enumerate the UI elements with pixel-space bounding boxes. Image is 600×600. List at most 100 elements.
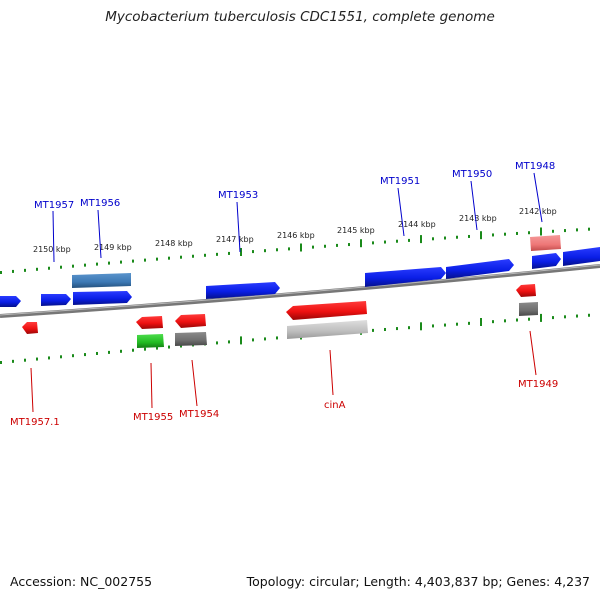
minor-tick [72,264,74,268]
minor-tick [384,327,386,331]
minor-tick [528,317,530,321]
minor-tick [348,243,350,247]
minor-tick [96,351,98,355]
minor-tick [12,359,14,363]
leader-line-reverse [529,330,537,376]
minor-tick [456,235,458,239]
gene-arrow-mt1955[interactable] [136,316,163,329]
gene-arrow-mt1957-1[interactable] [22,322,38,334]
scale-label: 2142 kbp [519,207,557,216]
minor-tick [168,256,170,260]
minor-tick [276,248,278,252]
minor-tick [216,252,218,256]
minor-tick [180,344,182,348]
gene-label-mt1948[interactable]: MT1948 [515,161,555,172]
scale-label: 2143 kbp [459,214,497,223]
gene-feature-mt1949[interactable] [519,302,538,316]
major-tick [420,235,422,244]
gene-arrow-mt1954[interactable] [175,314,206,328]
minor-tick [516,231,518,235]
gene-arrow-mt1948[interactable] [563,247,600,266]
minor-tick [144,258,146,262]
scale-label: 2145 kbp [337,226,375,235]
gene-label-mt1957[interactable]: MT1957 [34,200,74,211]
gene-arrow-mt1953[interactable] [206,282,280,299]
minor-tick [468,321,470,325]
minor-tick [432,324,434,328]
gene-label-mt1955[interactable]: MT1955 [133,412,173,423]
reverse-genes [22,284,538,348]
minor-tick [444,323,446,327]
minor-tick [144,347,146,351]
leader-line-forward [397,187,405,237]
scale-label: 2147 kbp [216,235,254,244]
minor-tick [12,269,14,273]
gene-arrow-cina[interactable] [286,301,367,320]
minor-tick [552,316,554,320]
minor-tick [228,340,230,344]
scale-label: 2150 kbp [33,245,71,254]
minor-tick [444,236,446,240]
gene-arrow-mt1949[interactable] [516,284,536,297]
minor-tick [504,232,506,236]
gene-arrow-forward[interactable] [532,253,561,269]
minor-tick [96,262,98,266]
minor-tick [324,244,326,248]
forward-gene-labels: MT1957 MT1956 MT1953 MT1951 MT1950 MT194… [34,161,555,211]
lower-scale-ticks [0,313,590,364]
gene-arrow-mt1950[interactable] [446,259,514,279]
gene-label-mt1954[interactable]: MT1954 [179,409,219,420]
major-tick [240,336,242,345]
minor-tick [24,268,26,272]
minor-tick [60,355,62,359]
gene-label-cina[interactable]: cinA [324,400,346,411]
minor-tick [492,320,494,324]
gene-arrow-forward[interactable] [73,291,132,305]
leader-line-reverse [30,367,34,413]
gene-label-mt1956[interactable]: MT1956 [80,198,120,209]
accession-text: Accession: NC_002755 [10,574,153,589]
minor-tick [168,345,170,349]
gene-label-mt1951[interactable]: MT1951 [380,176,420,187]
minor-tick [336,243,338,247]
minor-tick [204,253,206,257]
gene-label-mt1953[interactable]: MT1953 [218,190,258,201]
gene-feature-mt1954[interactable] [175,332,207,346]
minor-tick [60,265,62,269]
gene-feature-mt1948[interactable] [530,235,561,251]
minor-tick [588,313,590,317]
minor-tick [108,261,110,265]
minor-tick [216,341,218,345]
gene-arrow-forward[interactable] [41,294,71,306]
gene-label-mt1949[interactable]: MT1949 [518,379,558,390]
minor-tick [264,337,266,341]
minor-tick [564,315,566,319]
minor-tick [108,350,110,354]
minor-tick [48,266,50,270]
leader-line-forward [470,180,478,231]
leader-line-forward [533,172,543,223]
minor-tick [48,356,50,360]
minor-tick [588,227,590,231]
minor-tick [396,239,398,243]
minor-tick [84,263,86,267]
minor-tick [120,260,122,264]
forward-genes [0,235,600,307]
gene-feature-mt1956[interactable] [72,273,131,288]
minor-tick [432,237,434,241]
gene-label-mt1950[interactable]: MT1950 [452,169,492,180]
major-tick [420,322,422,331]
upper-scale-ticks [0,227,590,274]
genome-backbone [0,264,600,318]
gene-label-mt1957-1[interactable]: MT1957.1 [10,417,60,428]
gene-feature-mt1955[interactable] [137,334,164,348]
minor-tick [36,267,38,271]
minor-tick [468,234,470,238]
major-tick [540,227,542,236]
gene-feature-cina[interactable] [287,320,368,339]
gene-arrow-mt1951[interactable] [365,267,446,287]
minor-tick [0,361,2,364]
gene-arrow-forward[interactable] [0,296,21,307]
minor-tick [456,322,458,326]
